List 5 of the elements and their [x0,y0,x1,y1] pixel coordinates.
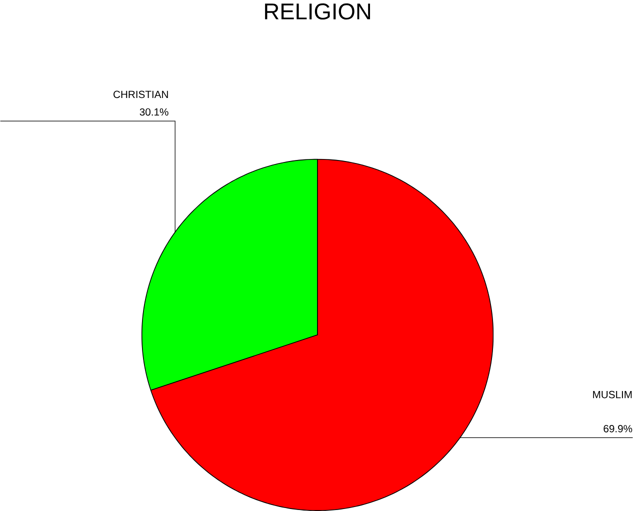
chart-title: RELIGION [265,3,370,20]
slice-label: MUSLIM [593,390,632,398]
data-label: 69.9% [604,425,632,432]
data-label: 30.1% [140,108,168,116]
slice-label: CHRISTIAN [114,90,168,98]
